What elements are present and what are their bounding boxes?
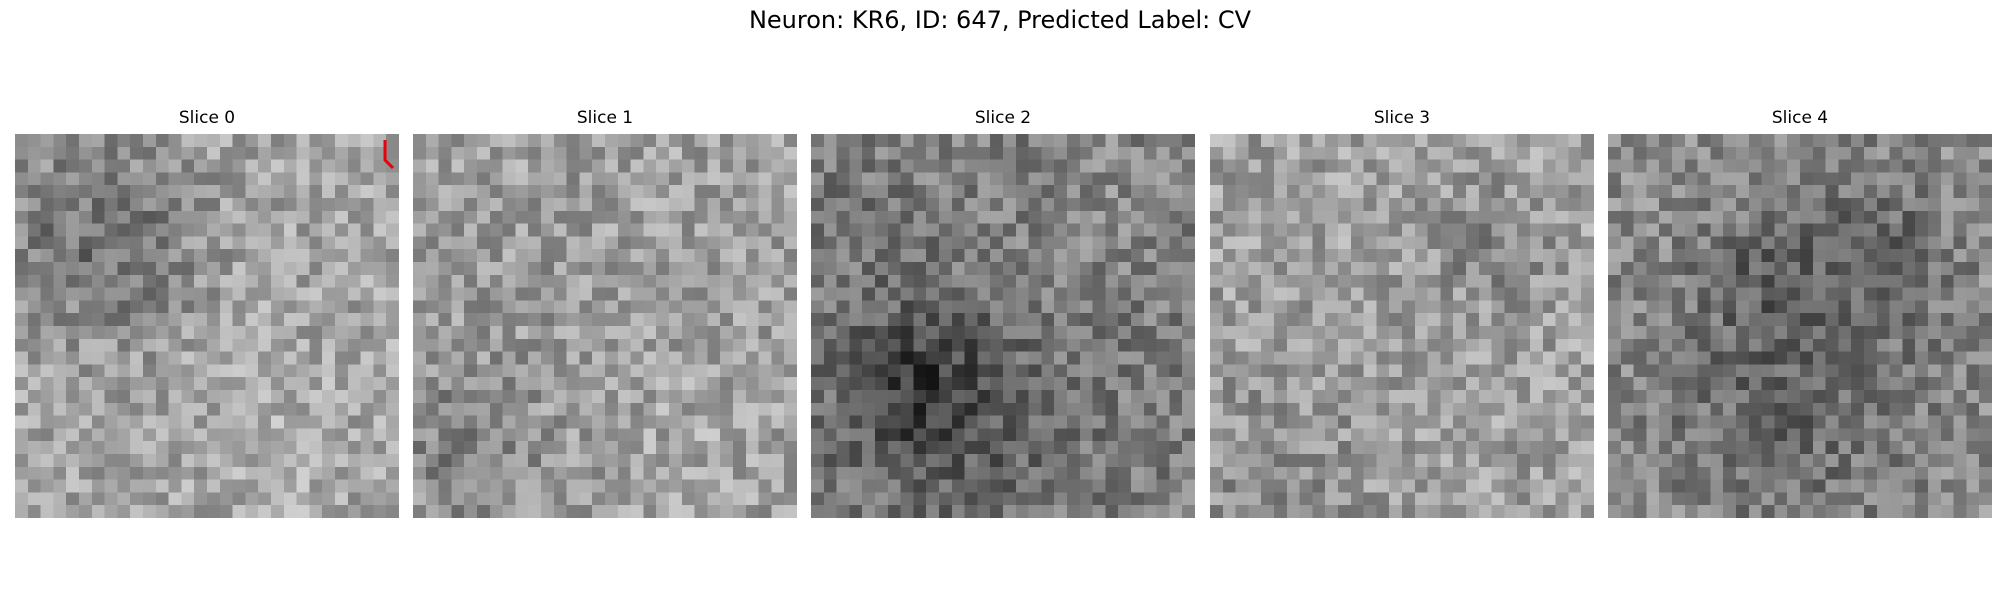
slice-title: Slice 3 — [1373, 108, 1431, 128]
slice-image — [1608, 134, 1992, 518]
slice-title: Slice 0 — [178, 108, 236, 128]
slice-title: Slice 1 — [576, 108, 634, 128]
slice-title: Slice 2 — [974, 108, 1032, 128]
slice-title: Slice 4 — [1771, 108, 1829, 128]
figure-title: Neuron: KR6, ID: 647, Predicted Label: C… — [748, 6, 1252, 34]
slice-image — [1210, 134, 1594, 518]
slice-image — [15, 134, 399, 518]
slice-image — [811, 134, 1195, 518]
slice-image — [413, 134, 797, 518]
